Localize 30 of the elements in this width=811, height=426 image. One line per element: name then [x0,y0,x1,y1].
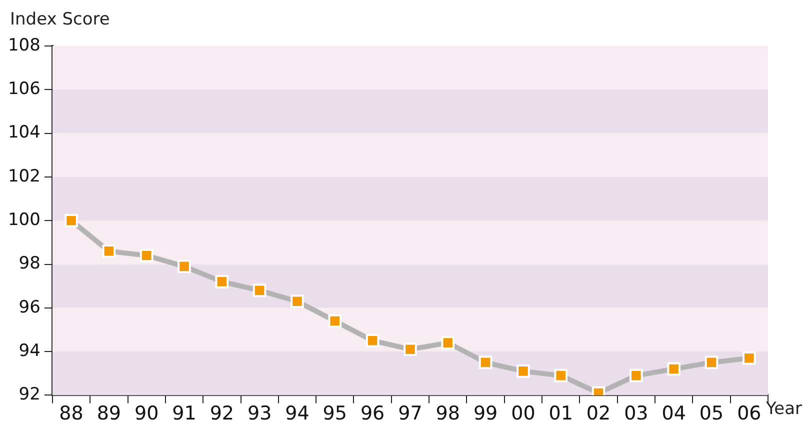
x-tick-label: 01 [548,402,573,425]
y-tick-label: 106 [8,79,40,100]
x-tick-label: 91 [172,402,196,425]
x-tick-label: 90 [134,402,159,425]
y-tick-label: 98 [18,254,40,274]
x-tick-label: 93 [247,402,272,425]
x-tick-label: 95 [322,402,347,425]
y-tick-label: 104 [8,122,40,143]
x-tick-label: 88 [59,402,84,425]
x-tick-label: 89 [96,402,122,425]
x-tick-label: 94 [285,402,310,425]
x-tick-label: 04 [662,402,686,425]
x-tick-label: 99 [473,402,498,425]
y-axis-title: Index Score [10,9,110,30]
x-tick-label: 98 [436,402,460,425]
x-tick-label: 06 [737,402,762,425]
x-tick-label: 00 [511,402,536,425]
x-tick-label: 97 [398,402,422,425]
y-tick-label: 96 [18,297,40,318]
x-tick-label: 05 [699,402,724,425]
x-tick-label: 02 [586,402,611,425]
y-tick-label: 108 [8,35,40,56]
y-tick-label: 94 [18,340,40,361]
x-tick-label: 96 [360,402,385,425]
x-tick-label: 03 [624,402,648,425]
y-tick-label: 102 [8,166,40,186]
y-tick-label: 100 [8,210,40,230]
x-axis-title: Year [765,399,802,420]
y-tick-label: 92 [18,384,40,405]
x-tick-label: 92 [210,402,234,425]
